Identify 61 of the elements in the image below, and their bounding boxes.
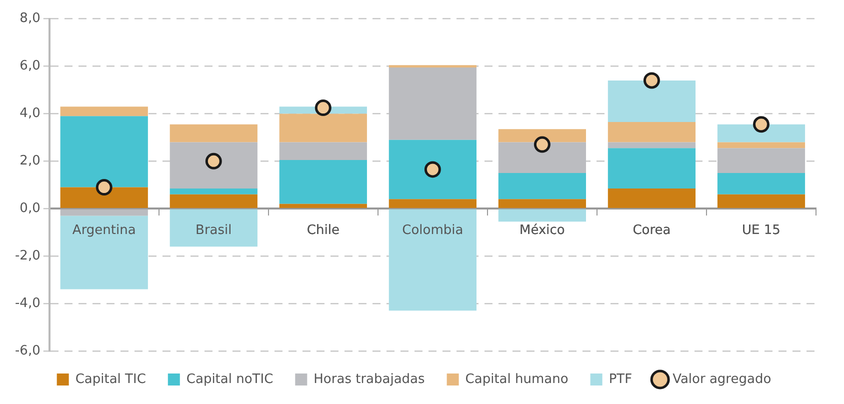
bar [60, 216, 148, 290]
bar [608, 188, 696, 208]
bar [717, 173, 806, 194]
bar [717, 142, 806, 148]
bar [498, 142, 586, 174]
legend-label: Valor agregado [672, 372, 772, 387]
y-tick-label: 2,0 [20, 154, 40, 169]
bar [608, 122, 696, 142]
y-tick-label: 0,0 [20, 201, 40, 216]
bar [60, 106, 148, 116]
bar [498, 199, 586, 208]
point [752, 116, 770, 133]
bar [388, 140, 476, 200]
y-tick-label: -2,0 [14, 248, 40, 264]
bar [498, 129, 586, 142]
point [96, 179, 112, 196]
point [424, 161, 441, 178]
bar [279, 204, 367, 208]
bar [60, 187, 148, 208]
point [643, 72, 660, 89]
bar [608, 80, 696, 122]
x-tick-label: Chile [306, 222, 340, 238]
x-tick-label: Corea [632, 222, 671, 238]
bar [388, 199, 476, 208]
legend-label: Capital noTIC [186, 372, 274, 387]
y-tick-label: -4,0 [14, 296, 40, 311]
x-tick-label: Colombia [402, 222, 464, 238]
legend-label: Horas trabajadas [314, 372, 426, 387]
bar [608, 142, 696, 148]
x-tick-label: México [520, 222, 565, 238]
bar [170, 209, 258, 247]
bar [717, 124, 806, 142]
bar [717, 194, 806, 208]
bar [717, 148, 806, 174]
bar [170, 124, 258, 142]
bar [279, 114, 367, 142]
point [534, 136, 550, 153]
y-tick-label: -6,0 [14, 343, 40, 358]
bar [388, 209, 476, 311]
x-tick-label: UE 15 [742, 222, 780, 238]
y-tick-label: 6,0 [20, 58, 40, 74]
y-tick-label: 8,0 [20, 11, 40, 26]
legend-label: Capital humano [465, 372, 568, 387]
bar [170, 188, 258, 194]
legend-label: Capital TIC [75, 372, 146, 387]
bar [60, 209, 148, 216]
bar [170, 142, 258, 188]
x-tick-label: Argentina [72, 222, 136, 238]
y-tick-label: 4,0 [20, 106, 40, 122]
bar [388, 67, 476, 140]
point [314, 100, 332, 116]
bar [170, 194, 258, 208]
bar [498, 173, 586, 200]
bar [60, 116, 148, 188]
legend-label: PTF [608, 372, 632, 387]
bar [279, 142, 367, 160]
point [205, 152, 222, 170]
bar [279, 160, 367, 204]
x-tick-label: Brasil [196, 222, 232, 238]
bar [608, 148, 696, 188]
bar [498, 209, 586, 222]
